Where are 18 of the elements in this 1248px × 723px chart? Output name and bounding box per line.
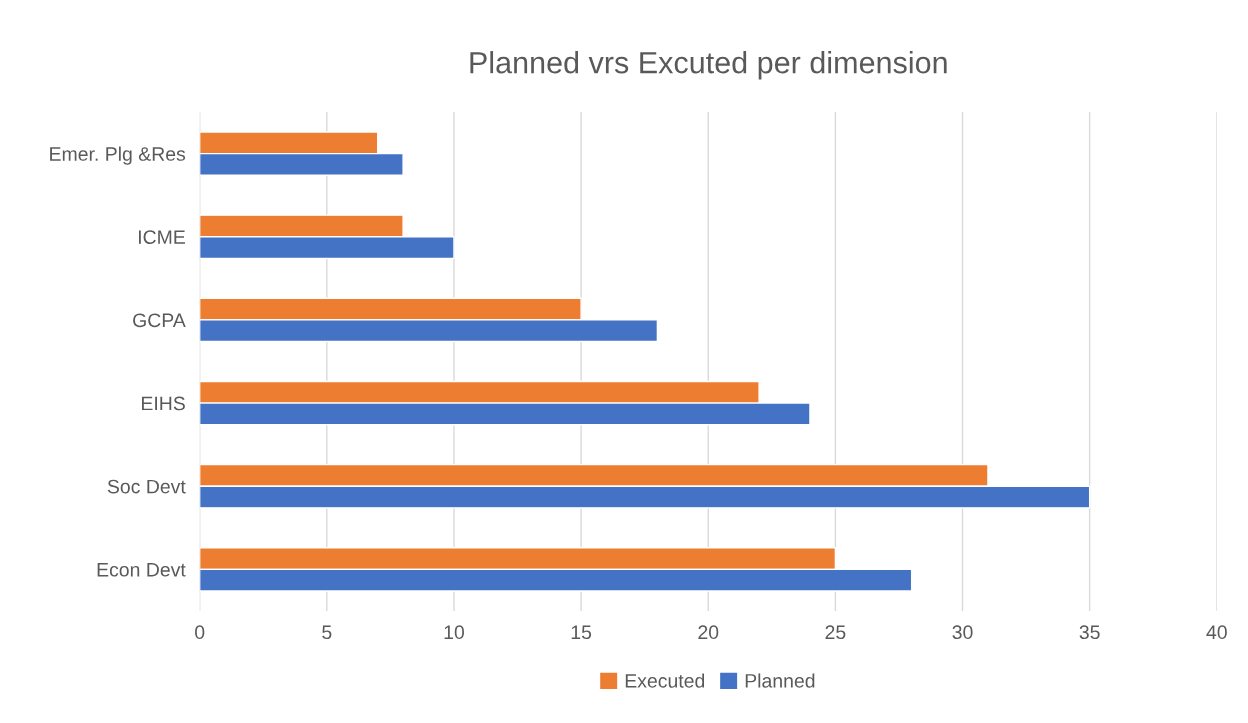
- x-tick-label: 35: [1079, 625, 1100, 640]
- x-tick-label: 30: [952, 625, 973, 640]
- y-tick-label: GCPA: [133, 313, 186, 328]
- y-tick-label: Emer. Plg &Res: [50, 146, 186, 165]
- chart-title: Planned vrs Excuted per dimension: [470, 51, 947, 80]
- legend-label: Executed: [625, 673, 705, 688]
- x-tick-label: 20: [698, 625, 719, 640]
- x-tick-label: 5: [322, 625, 332, 640]
- x-tick-label: 25: [825, 625, 846, 640]
- y-tick-label: Soc Devt: [107, 479, 186, 494]
- y-tick-label: EIHS: [142, 396, 185, 411]
- x-tick-label: 15: [571, 625, 592, 640]
- legend-label: Planned: [745, 673, 815, 688]
- y-tick-label: Econ Devt: [97, 563, 186, 577]
- x-tick-label: 40: [1206, 625, 1227, 640]
- x-tick-label: 10: [444, 625, 465, 640]
- y-tick-label: ICME: [138, 230, 185, 245]
- x-tick-label: 0: [195, 625, 205, 640]
